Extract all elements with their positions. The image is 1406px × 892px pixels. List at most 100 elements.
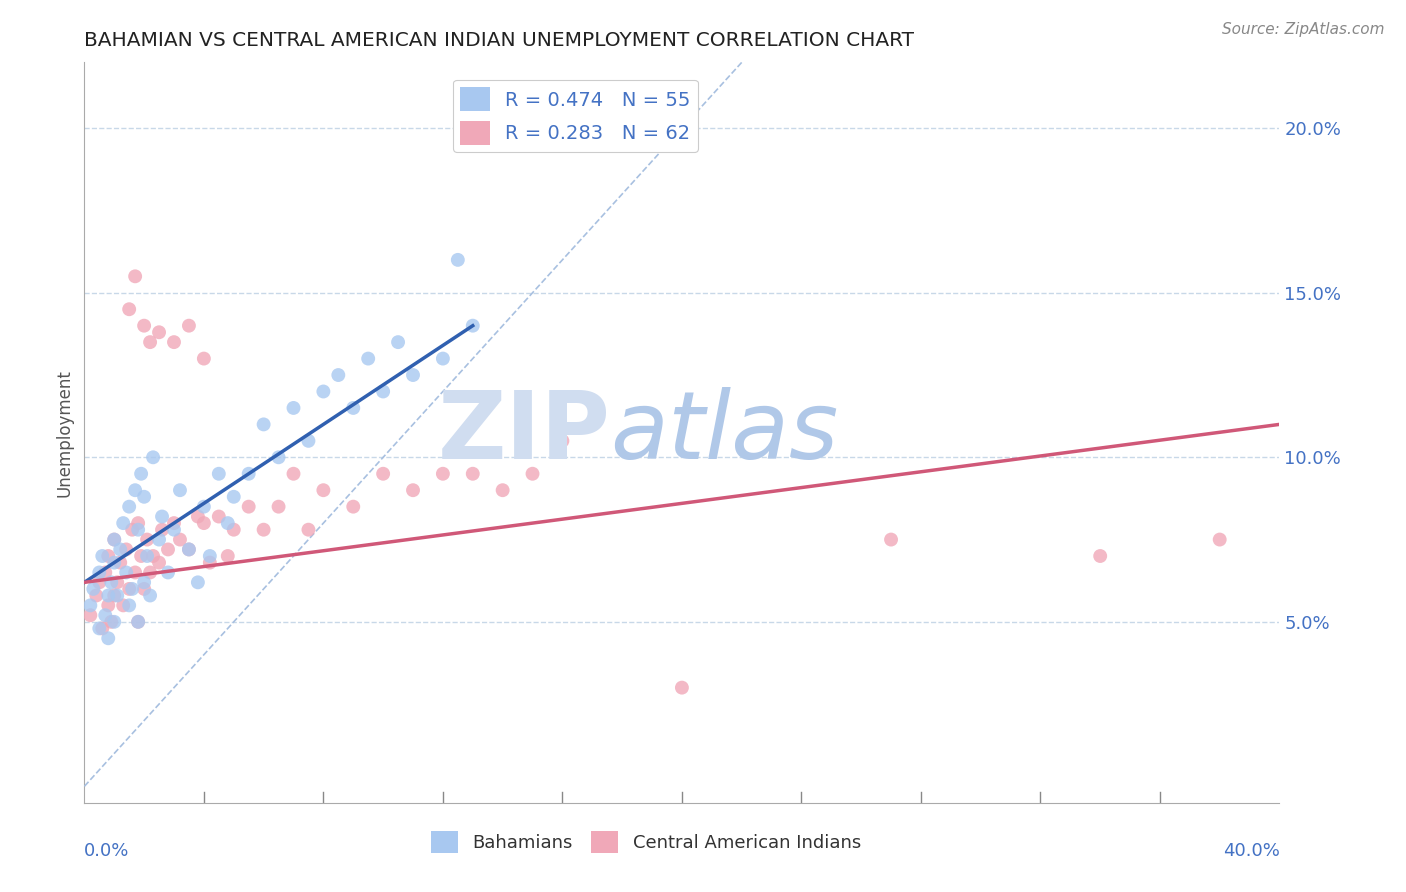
Point: [177, 542, 200, 557]
Point: [328, 368, 350, 382]
Point: [118, 500, 141, 514]
Point: [157, 566, 180, 580]
Y-axis label: Unemployment: Unemployment: [55, 368, 73, 497]
Point: [79, 608, 101, 623]
Point: [110, 556, 132, 570]
Text: ZIP: ZIP: [437, 386, 610, 479]
Text: 0.0%: 0.0%: [84, 842, 129, 860]
Point: [217, 549, 239, 563]
Point: [267, 500, 290, 514]
Point: [432, 351, 454, 366]
Point: [253, 417, 276, 432]
Point: [100, 615, 122, 629]
Point: [79, 599, 101, 613]
Point: [357, 351, 380, 366]
Point: [97, 632, 120, 646]
Point: [671, 681, 693, 695]
Point: [253, 523, 276, 537]
Text: BAHAMIAN VS CENTRAL AMERICAN INDIAN UNEMPLOYMENT CORRELATION CHART: BAHAMIAN VS CENTRAL AMERICAN INDIAN UNEM…: [84, 30, 914, 50]
Point: [148, 325, 170, 339]
Point: [132, 582, 156, 596]
Text: Source: ZipAtlas.com: Source: ZipAtlas.com: [1222, 22, 1385, 37]
Point: [118, 582, 141, 596]
Point: [127, 516, 149, 530]
Point: [121, 582, 143, 596]
Point: [103, 533, 125, 547]
Point: [163, 523, 186, 537]
Point: [373, 384, 395, 399]
Point: [148, 533, 170, 547]
Point: [129, 549, 152, 563]
Point: [283, 467, 305, 481]
Point: [297, 434, 319, 448]
Text: 40.0%: 40.0%: [1223, 842, 1279, 860]
Point: [193, 500, 215, 514]
Point: [139, 566, 162, 580]
Point: [1090, 549, 1112, 563]
Point: [177, 542, 200, 557]
Point: [136, 533, 159, 547]
Point: [103, 533, 125, 547]
Point: [312, 483, 335, 498]
Point: [94, 608, 117, 623]
Point: [121, 523, 143, 537]
Point: [89, 566, 111, 580]
Point: [312, 384, 335, 399]
Point: [139, 589, 162, 603]
Point: [142, 450, 165, 465]
Point: [112, 516, 135, 530]
Point: [127, 523, 149, 537]
Point: [127, 615, 149, 629]
Point: [91, 621, 114, 635]
Point: [148, 556, 170, 570]
Point: [187, 509, 209, 524]
Point: [373, 467, 395, 481]
Point: [177, 318, 200, 333]
Point: [112, 599, 135, 613]
Point: [100, 575, 122, 590]
Point: [1209, 533, 1232, 547]
Point: [169, 483, 191, 498]
Point: [97, 549, 120, 563]
Point: [86, 589, 108, 603]
Point: [103, 556, 125, 570]
Point: [297, 523, 319, 537]
Text: atlas: atlas: [610, 387, 838, 478]
Point: [238, 500, 260, 514]
Point: [169, 533, 191, 547]
Point: [387, 335, 409, 350]
Point: [551, 434, 574, 448]
Point: [150, 523, 173, 537]
Point: [193, 351, 215, 366]
Point: [461, 318, 484, 333]
Point: [105, 589, 128, 603]
Point: [432, 467, 454, 481]
Point: [94, 566, 117, 580]
Point: [157, 542, 180, 557]
Point: [124, 566, 146, 580]
Point: [124, 269, 146, 284]
Point: [222, 490, 245, 504]
Point: [198, 556, 221, 570]
Point: [461, 467, 484, 481]
Point: [132, 318, 156, 333]
Point: [129, 467, 152, 481]
Point: [522, 467, 544, 481]
Point: [103, 615, 125, 629]
Point: [402, 368, 425, 382]
Point: [89, 575, 111, 590]
Point: [118, 599, 141, 613]
Point: [880, 533, 903, 547]
Point: [97, 599, 120, 613]
Point: [105, 575, 128, 590]
Point: [342, 401, 364, 415]
Point: [208, 509, 231, 524]
Point: [238, 467, 260, 481]
Point: [267, 450, 290, 465]
Point: [187, 575, 209, 590]
Point: [89, 621, 111, 635]
Point: [163, 516, 186, 530]
Point: [132, 490, 156, 504]
Point: [110, 542, 132, 557]
Point: [124, 483, 146, 498]
